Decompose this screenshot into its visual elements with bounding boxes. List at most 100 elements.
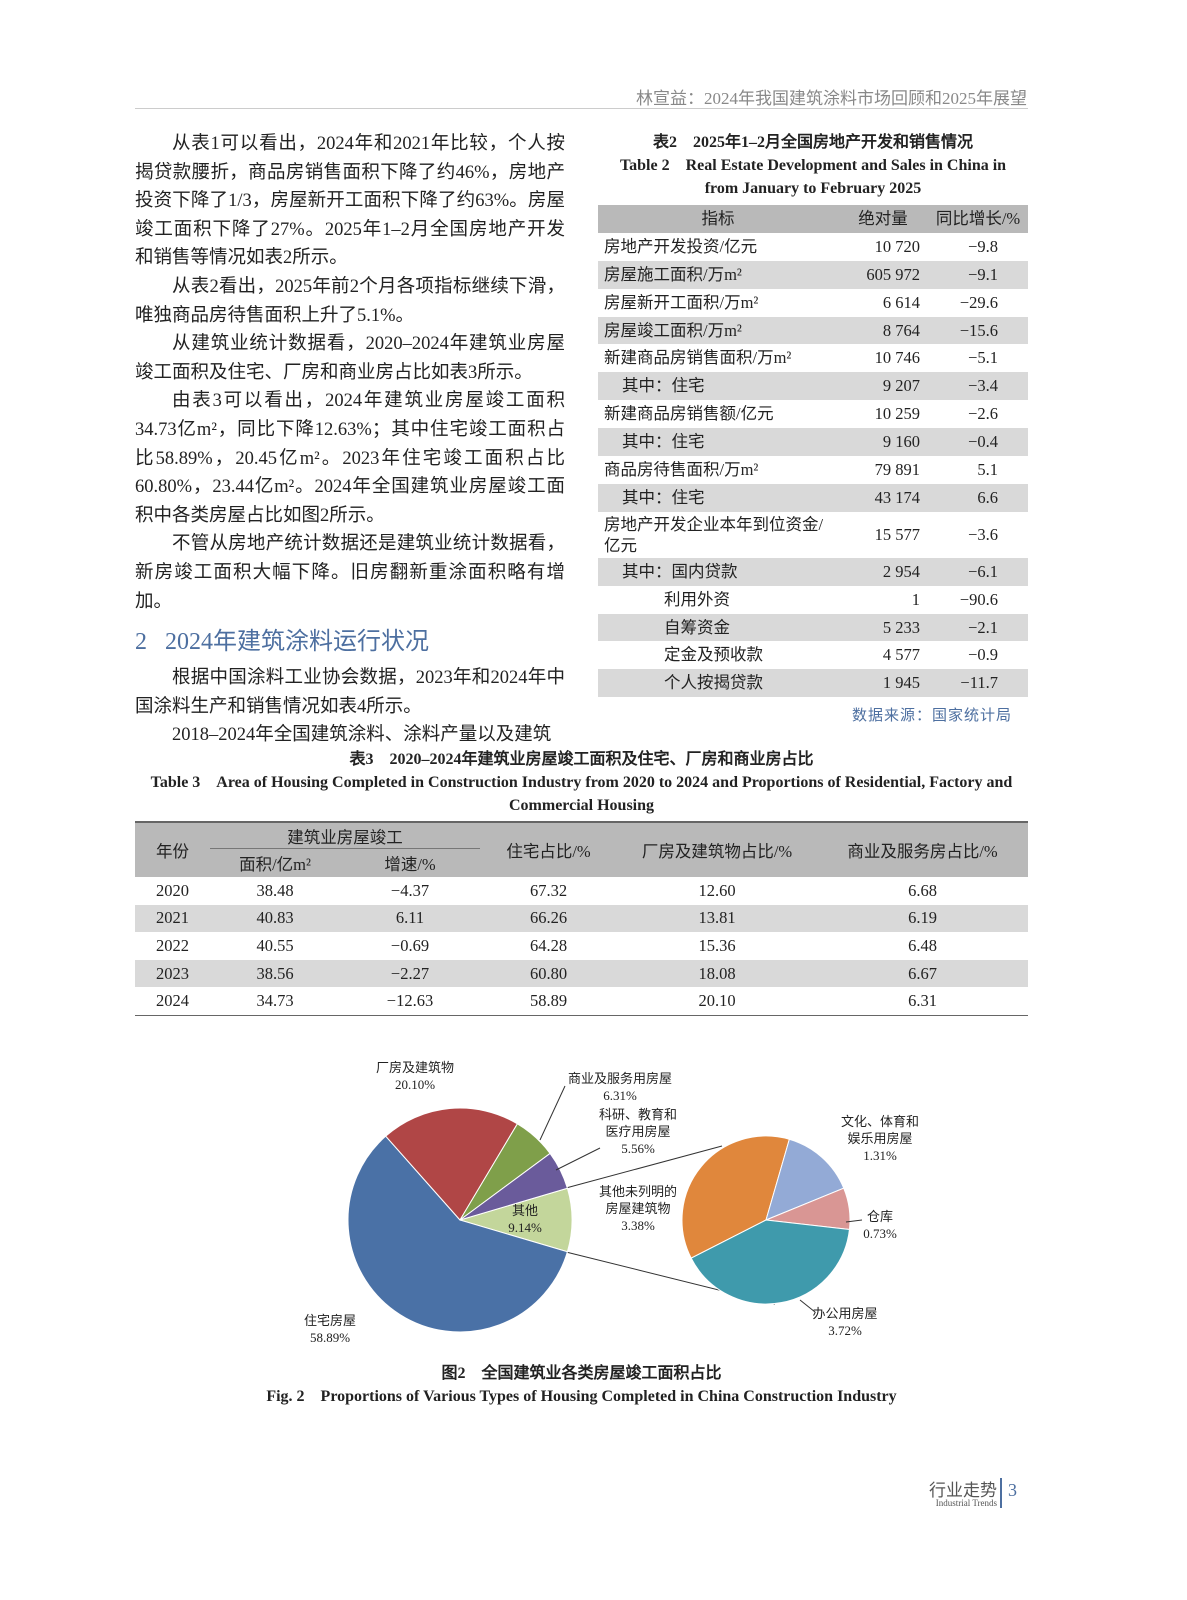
table-cell: 6.6 [928, 483, 1028, 512]
table-cell: −3.4 [928, 372, 1028, 401]
slice-name: 仓库 [866, 1209, 893, 1224]
slice-name: 办公用房屋 [812, 1306, 878, 1321]
header-cell: 绝对量 [838, 205, 928, 233]
slice-name: 科研、教育和医疗用房屋 [598, 1107, 677, 1139]
leader-line [539, 1085, 566, 1141]
table-cell: 2022 [156, 935, 189, 955]
table-cell: 6.31 [908, 991, 937, 1011]
header-cell: 建筑业房屋竣工 [210, 822, 480, 849]
pie-slice [385, 1107, 519, 1221]
table-row: 新建商品房销售面积/万m² 10 746 −5.1 [598, 344, 1028, 372]
table-cell: −3.6 [968, 524, 998, 544]
slice-label: 厂房及建筑物 20.10% [370, 1059, 460, 1093]
table-cell: 其中：国内贷款 [598, 557, 838, 586]
table-row: 其中：国内贷款 2 954 −6.1 [598, 557, 1028, 586]
slice-value: 5.56% [621, 1141, 655, 1156]
table-cell: −11.7 [928, 669, 1028, 698]
header-rule [135, 108, 1028, 109]
header-cell: 商业及服务房占比/% [817, 822, 1028, 877]
table-cell: −6.1 [928, 557, 1028, 586]
table-row: 房屋施工面积/万m² 605 972 −9.1 [598, 260, 1028, 289]
table-cell: 12.60 [698, 880, 736, 900]
table-cell: 9 207 [838, 372, 928, 401]
slice-label: 其他 9.14% [505, 1202, 545, 1236]
table-cell: 43 174 [838, 483, 928, 512]
leader-line [555, 1147, 601, 1171]
table-cell: −2.6 [968, 404, 998, 424]
leader-line [845, 1219, 863, 1223]
table-cell: 2 954 [838, 557, 928, 586]
table-cell: 1 [911, 589, 920, 609]
table-cell: 6.48 [908, 935, 937, 955]
pie-slice [681, 1135, 790, 1259]
paragraph: 不管从房地产统计数据还是建筑业统计数据看，新房竣工面积大幅下降。旧房翻新重涂面积… [135, 534, 565, 612]
paragraph: 从表2看出，2025年前2个月各项指标继续下滑，唯独商品房待售面积上升了5.1%… [135, 276, 565, 326]
pie-slice [347, 1135, 569, 1333]
caption-en: Fig. 2 Proportions of Various Types of H… [266, 1388, 897, 1405]
table-cell: −9.1 [928, 260, 1028, 289]
caption-cn: 表2 2025年1–2月全国房地产开发和销售情况 [652, 134, 973, 151]
table-cell: 新建商品房销售额/亿元 [604, 404, 774, 424]
slice-label: 商业及服务用房屋 6.31% [560, 1070, 680, 1104]
table-cell: 5 233 [838, 613, 928, 642]
slice-label: 其他未列明的房屋建筑物 3.38% [598, 1183, 678, 1234]
slice-label: 仓库 0.73% [860, 1208, 900, 1242]
pie-chart [347, 1085, 863, 1333]
table-row: 房屋竣工面积/万m² 8 764 −15.6 [598, 316, 1028, 345]
caption-cn: 表3 2020–2024年建筑业房屋竣工面积及住宅、厂房和商业房占比 [349, 751, 814, 768]
slice-name: 厂房及建筑物 [375, 1060, 454, 1075]
slice-value: 6.31% [603, 1088, 637, 1103]
table-cell: 2020 [156, 880, 189, 900]
table-cell: 40.55 [256, 935, 294, 955]
paragraphs: 从表1可以看出，2024年和2021年比较，个人按揭贷款腰折，商品房销售面积下降… [135, 130, 565, 616]
table-cell: 房地产开发企业本年到位资金/亿元 [604, 514, 824, 555]
header-cell: 指标 [598, 205, 838, 233]
table-cell: 58.89 [529, 991, 568, 1011]
pie-slice [459, 1152, 569, 1221]
table-cell: 4 577 [882, 645, 920, 665]
slice-label: 科研、教育和医疗用房屋 5.56% [598, 1106, 678, 1157]
section-number: 2 [135, 629, 147, 656]
table-cell: 2021 [135, 904, 210, 933]
table-cell: −9.8 [968, 236, 998, 256]
slice-value: 20.10% [394, 1077, 436, 1092]
header-cell: 住宅占比/% [480, 822, 617, 877]
paragraph: 从表1可以看出，2024年和2021年比较，个人按揭贷款腰折，商品房销售面积下降… [135, 134, 565, 269]
slice-name: 其他未列明的房屋建筑物 [598, 1184, 677, 1216]
slice-name: 住宅房屋 [303, 1313, 356, 1328]
table-cell: −2.27 [340, 959, 480, 988]
table-cell: −0.69 [390, 935, 430, 955]
body-text: 从表1可以看出，2024年和2021年比较，个人按揭贷款腰折，商品房销售面积下降… [135, 130, 565, 750]
table-cell: 2023 [135, 959, 210, 988]
caption-cn: 图2 全国建筑业各类房屋竣工面积占比 [441, 1365, 722, 1382]
table-cell: 6.11 [340, 904, 480, 933]
paragraph: 由表3可以看出，2024年建筑业房屋竣工面积34.73亿m²，同比下降12.63… [135, 391, 565, 526]
slice-label: 文化、体育和娱乐用房屋 1.31% [840, 1113, 920, 1164]
paragraph: 根据中国涂料工业协会数据，2023年和2024年中国涂料生产和销售情况如表4所示… [135, 668, 565, 717]
table-cell: 商品房待售面积/万m² [604, 459, 759, 479]
table-cell: 其中：住宅 [598, 428, 838, 457]
table-cell: 79 891 [874, 459, 920, 479]
table-cell: 64.28 [529, 935, 568, 955]
slice-name: 文化、体育和娱乐用房屋 [840, 1114, 919, 1146]
table-row: 商品房待售面积/万m² 79 891 5.1 [598, 456, 1028, 484]
table-cell: 利用外资 [664, 589, 730, 609]
table-row: 新建商品房销售额/亿元 10 259 −2.6 [598, 400, 1028, 428]
table-cell: 个人按揭贷款 [598, 669, 838, 698]
table-cell: 67.32 [529, 880, 568, 900]
table-cell: −4.37 [390, 880, 430, 900]
slice-value: 0.73% [863, 1226, 897, 1241]
table-cell: 66.26 [480, 904, 617, 933]
table-caption: 表2 2025年1–2月全国房地产开发和销售情况 Table 2 Real Es… [598, 131, 1028, 200]
header-cell: 同比增长/% [928, 205, 1028, 233]
page-number: 3 [1008, 1480, 1017, 1500]
slice-label: 住宅房屋 58.89% [300, 1312, 360, 1346]
header-cell: 增速/% [340, 848, 480, 877]
slice-value: 1.31% [863, 1148, 897, 1163]
table-cell: 其中：住宅 [598, 483, 838, 512]
table-cell: 18.08 [617, 959, 817, 988]
table-cell: 1 945 [838, 669, 928, 698]
header-cell: 厂房及建筑物占比/% [617, 822, 817, 877]
table-row: 个人按揭贷款 1 945 −11.7 [598, 669, 1028, 698]
